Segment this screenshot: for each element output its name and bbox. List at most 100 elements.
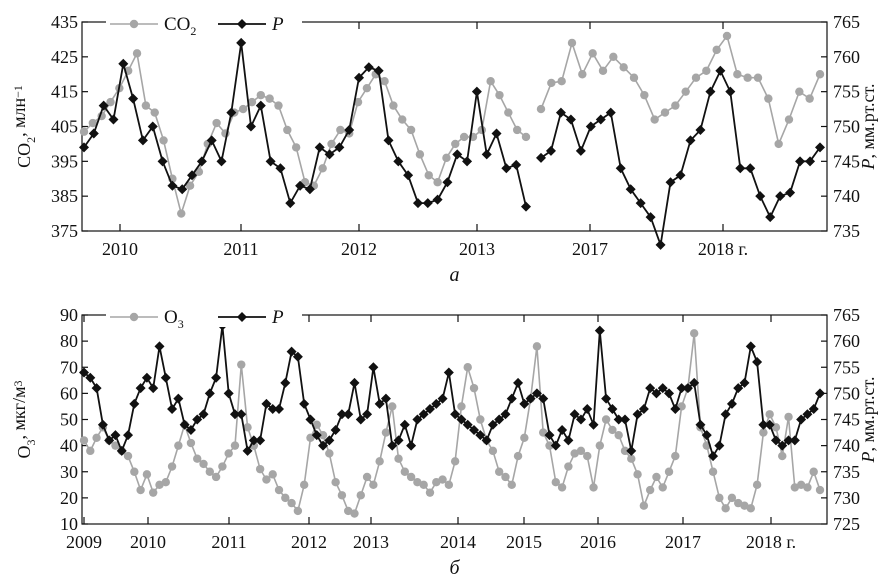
x-tick-label: 2018 г. [698,239,748,259]
right-axis-label: P, мм.рт.ст. [858,376,878,463]
data-point-P [204,388,215,399]
data-point-P [695,124,706,135]
data-point-CO2 [283,125,292,135]
data-point-O3 [86,446,95,456]
right-tick-label: 760 [833,331,860,351]
data-point-CO2 [557,77,566,86]
x-tick-label: 2013 [353,532,389,552]
data-point-P [118,58,129,69]
series-P [79,37,825,250]
left-axis-label-main: CO [14,143,34,168]
data-point-O3 [268,470,277,479]
data-point-O3 [765,410,774,419]
data-point-P [362,409,373,420]
series-line-CO2 [540,34,821,147]
data-point-CO2 [784,115,794,124]
data-point-P [796,414,807,425]
data-point-CO2 [406,125,416,135]
data-point-P [808,404,819,415]
data-point-P [274,404,285,415]
data-point-P [167,180,178,191]
data-point-O3 [438,475,447,484]
data-point-O3 [507,480,516,490]
left-axis-label-main: O [14,445,34,458]
data-point-O3 [381,428,391,437]
data-point-P [531,388,542,399]
data-point-O3 [595,441,605,450]
data-point-O3 [815,485,825,495]
data-point-P [255,435,266,446]
data-point-CO2 [691,73,701,82]
data-point-O3 [576,446,586,456]
data-point-P [198,409,209,420]
data-point-O3 [161,478,170,487]
right-tick-label: 755 [833,82,860,102]
data-point-P [104,435,115,446]
data-point-O3 [476,415,485,424]
data-point-O3 [350,509,359,518]
data-point-O3 [520,433,529,442]
data-point-CO2 [619,63,628,72]
data-point-CO2 [274,101,283,110]
x-tick-label: 2011 [211,532,246,552]
data-point-CO2 [459,132,469,142]
data-point-P [452,149,463,160]
data-point-P [236,37,247,48]
data-point-O3 [130,467,139,476]
data-point-P [167,404,178,415]
data-point-O3 [432,478,441,487]
left-tick-label: 435 [51,12,78,32]
data-point-O3 [658,483,667,492]
data-point-P [97,419,108,430]
data-point-P [187,170,198,181]
data-point-CO2 [212,118,221,128]
x-tick-label: 2018 г. [746,532,796,552]
data-point-O3 [174,441,183,450]
data-point-P [110,430,121,441]
data-point-P [645,383,656,394]
data-point-P [422,198,433,209]
x-tick-label: 2012 [341,239,377,259]
data-point-P [594,325,605,336]
data-point-P [418,409,429,420]
left-tick-label: 30 [60,462,78,482]
right-axis-label: P, мм.рт.ст. [858,83,878,170]
data-point-P [708,451,719,462]
data-point-CO2 [815,70,825,79]
data-point-P [705,86,716,97]
data-point-P [785,187,796,198]
data-point-CO2 [629,73,639,82]
data-point-CO2 [159,136,168,145]
data-point-P [177,184,188,195]
data-point-CO2 [256,90,265,100]
data-point-P [519,398,530,409]
legend-label-1-main: O [164,307,178,328]
data-point-CO2 [671,101,680,110]
data-point-O3 [218,462,227,471]
data-point-CO2 [774,139,783,149]
legend-background [106,305,302,327]
data-point-P [267,404,278,415]
data-point-O3 [419,480,428,490]
data-point-P [625,184,636,195]
data-point-P [123,430,134,441]
data-point-P [615,163,626,174]
data-point-P [91,383,102,394]
series-line-P [540,68,821,246]
data-point-O3 [199,459,208,469]
data-point-CO2 [318,164,327,173]
right-tick-label: 740 [833,186,860,206]
data-point-P [575,145,586,156]
data-point-P [336,409,347,420]
data-point-O3 [362,472,372,482]
data-point-O3 [148,488,158,497]
data-point-P [506,393,517,404]
data-point-P [695,419,706,430]
data-point-O3 [394,454,403,463]
left-tick-label: 395 [51,151,78,171]
data-point-O3 [721,504,730,513]
data-point-P [550,440,561,451]
data-point-P [128,93,139,104]
data-point-P [645,212,656,223]
